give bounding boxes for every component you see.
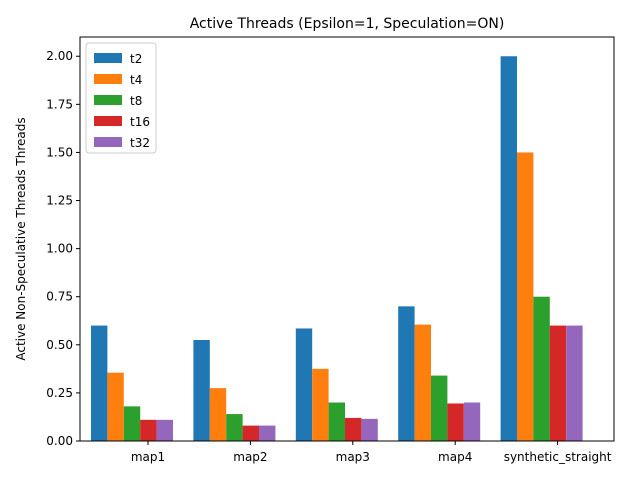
- y-tick-label: 0.75: [46, 290, 73, 304]
- x-tick-label-map4: map4: [438, 450, 472, 464]
- legend-label-t4: t4: [130, 73, 142, 87]
- bar-t2-map2: [193, 340, 210, 441]
- x-tick-label-map3: map3: [336, 450, 370, 464]
- bar-t16-map4: [447, 403, 464, 441]
- x-tick-label-map2: map2: [233, 450, 267, 464]
- bar-t4-map1: [107, 372, 124, 441]
- bars-group: [91, 56, 583, 442]
- bar-t2-synthetic_straight: [500, 56, 517, 442]
- x-tick-label-synthetic_straight: synthetic_straight: [504, 450, 612, 464]
- bar-t8-synthetic_straight: [533, 296, 550, 441]
- bar-t8-map1: [123, 406, 141, 441]
- legend-label-t8: t8: [130, 94, 142, 108]
- y-ticks-group: 0.00 0.25 0.50 0.75 1.00 1.25 1.50 1.75 2.00: [46, 49, 80, 448]
- legend-swatch-t2: [94, 53, 122, 63]
- bar-t2-map4: [398, 306, 415, 441]
- bar-t4-map4: [414, 324, 431, 441]
- bar-t16-map1: [140, 419, 157, 441]
- bar-t32-map4: [463, 402, 481, 441]
- bar-t8-map4: [431, 375, 448, 441]
- y-tick-label: 0.50: [46, 338, 73, 352]
- bar-t8-map3: [328, 402, 345, 441]
- legend-swatch-t32: [94, 137, 122, 147]
- legend-label-t16: t16: [130, 115, 150, 129]
- legend: t2 t4 t8 t16 t32: [85, 42, 157, 154]
- bar-t32-map1: [156, 419, 173, 441]
- y-tick-label: 0.00: [46, 434, 73, 448]
- y-tick-label: 1.00: [46, 242, 73, 256]
- legend-swatch-t8: [94, 95, 122, 105]
- y-tick-label: 0.25: [46, 386, 73, 400]
- bar-t16-synthetic_straight: [549, 325, 567, 441]
- bar-t4-map2: [209, 388, 227, 441]
- x-ticks-group: map1 map2 map3 map4 synthetic_straight: [131, 441, 612, 464]
- bar-t4-map3: [312, 368, 329, 441]
- bar-t2-map3: [295, 328, 313, 441]
- bar-t32-map2: [259, 425, 276, 441]
- bar-t4-synthetic_straight: [517, 152, 534, 441]
- y-tick-label: 1.75: [46, 97, 73, 111]
- bar-t32-synthetic_straight: [566, 325, 583, 441]
- y-tick-label: 1.25: [46, 194, 73, 208]
- y-tick-label: 1.50: [46, 145, 73, 159]
- legend-label-t32: t32: [130, 136, 150, 150]
- bar-t32-map3: [361, 418, 378, 441]
- plot-frame: [79, 36, 615, 442]
- legend-swatch-t16: [94, 116, 122, 126]
- y-axis-label: Active Non-Speculative Threads Threads: [14, 117, 28, 360]
- chart-title: Active Threads (Epsilon=1, Speculation=O…: [190, 16, 505, 32]
- bar-t8-map2: [226, 414, 243, 441]
- legend-swatch-t4: [94, 74, 122, 84]
- bar-t16-map2: [242, 425, 259, 441]
- legend-label-t2: t2: [130, 52, 142, 66]
- bar-t16-map3: [345, 417, 362, 441]
- bar-t2-map1: [91, 325, 108, 441]
- x-tick-label-map1: map1: [131, 450, 165, 464]
- y-tick-label: 2.00: [46, 49, 73, 63]
